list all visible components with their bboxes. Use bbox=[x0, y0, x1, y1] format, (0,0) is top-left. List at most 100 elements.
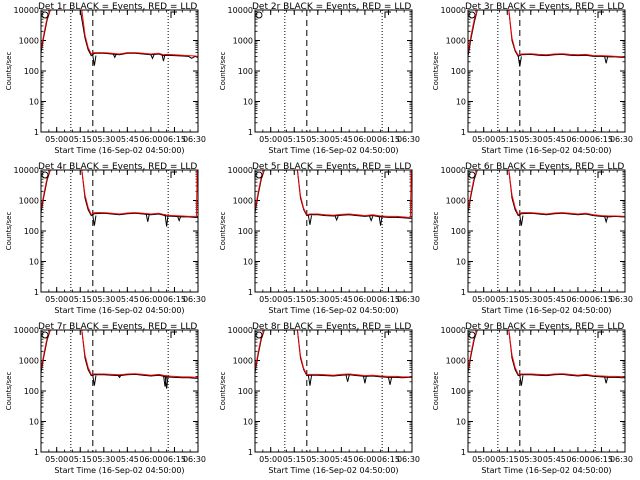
x-tick-label: 05:45 bbox=[543, 295, 566, 304]
end-marker bbox=[170, 171, 177, 178]
series-events-line bbox=[41, 330, 198, 379]
x-tick-label: 06:00 bbox=[139, 135, 162, 144]
y-tick-label: 1 bbox=[248, 448, 253, 457]
chart-title: Det 6r BLACK = Events, RED = LLD bbox=[465, 162, 624, 172]
x-tick-label: 05:45 bbox=[116, 135, 139, 144]
x-tick-label: 06:30 bbox=[397, 295, 420, 304]
x-tick-label: 05:45 bbox=[116, 295, 139, 304]
y-tick-label: 10 bbox=[243, 258, 253, 267]
x-tick-label: 05:15 bbox=[283, 295, 306, 304]
series-group bbox=[255, 330, 412, 386]
series-events-line bbox=[41, 10, 198, 59]
series-group bbox=[41, 330, 198, 389]
y-tick-label: 100 bbox=[24, 67, 39, 76]
start-marker bbox=[468, 11, 476, 19]
y-tick-label: 10 bbox=[456, 98, 466, 107]
chart-title: Det 5r BLACK = Events, RED = LLD bbox=[252, 162, 411, 172]
x-tick-label: 05:45 bbox=[543, 135, 566, 144]
x-tick-label: 05:45 bbox=[116, 455, 139, 464]
x-tick-label: 06:15 bbox=[163, 135, 186, 144]
plot-frame bbox=[467, 329, 626, 453]
end-marker bbox=[384, 11, 391, 18]
plot-frame bbox=[254, 9, 413, 133]
series-dip bbox=[164, 213, 169, 227]
x-tick-label: 05:00 bbox=[45, 295, 68, 304]
series-dip bbox=[145, 213, 150, 222]
y-tick-label: 1 bbox=[461, 288, 466, 297]
plot-frame bbox=[467, 9, 626, 133]
x-tick-label: 05:15 bbox=[283, 455, 306, 464]
series-dip bbox=[334, 215, 339, 222]
y-tick-label: 100 bbox=[451, 387, 466, 396]
x-tick-label: 06:00 bbox=[566, 455, 589, 464]
x-tick-label: 06:00 bbox=[139, 455, 162, 464]
y-axis-label: Counts/sec bbox=[5, 372, 13, 411]
y-axis-label: Counts/sec bbox=[432, 372, 440, 411]
start-marker bbox=[468, 171, 476, 179]
y-tick-label: 10 bbox=[456, 418, 466, 427]
x-tick-label: 05:00 bbox=[472, 455, 495, 464]
x-tick-label: 06:30 bbox=[610, 295, 633, 304]
x-tick-label: 06:15 bbox=[377, 455, 400, 464]
chart-panel-3: Det 3r BLACK = Events, RED = LLD Counts/s… bbox=[432, 2, 633, 155]
series-group bbox=[41, 170, 198, 227]
y-tick-label: 100 bbox=[451, 67, 466, 76]
y-tick-label: 100 bbox=[238, 387, 253, 396]
y-tick-label: 1 bbox=[248, 128, 253, 137]
x-axis-label: Start Time (16-Sep-02 04:50:00) bbox=[481, 466, 611, 475]
x-axis-label: Start Time (16-Sep-02 04:50:00) bbox=[481, 306, 611, 315]
series-group bbox=[468, 10, 625, 67]
x-tick-label: 05:00 bbox=[472, 135, 495, 144]
plot-frame bbox=[40, 9, 199, 133]
x-tick-label: 06:30 bbox=[183, 135, 206, 144]
y-axis-label: Counts/sec bbox=[219, 372, 227, 411]
y-tick-label: 1000 bbox=[233, 357, 253, 366]
x-tick-label: 06:30 bbox=[610, 455, 633, 464]
chart-panel-7: Det 7r BLACK = Events, RED = LLD Counts/s… bbox=[5, 322, 206, 475]
plot-frame bbox=[40, 169, 199, 293]
y-tick-label: 100 bbox=[451, 227, 466, 236]
series-dip bbox=[362, 375, 367, 384]
x-tick-label: 05:30 bbox=[519, 135, 542, 144]
end-marker bbox=[384, 171, 391, 178]
x-axis-label: Start Time (16-Sep-02 04:50:00) bbox=[268, 146, 398, 155]
x-tick-label: 06:00 bbox=[353, 295, 376, 304]
chart-title: Det 1r BLACK = Events, RED = LLD bbox=[38, 2, 197, 12]
y-tick-label: 1000 bbox=[233, 197, 253, 206]
x-tick-label: 06:30 bbox=[610, 135, 633, 144]
x-tick-label: 05:15 bbox=[496, 135, 519, 144]
x-tick-label: 06:00 bbox=[353, 455, 376, 464]
x-tick-label: 05:15 bbox=[69, 455, 92, 464]
y-tick-label: 10000 bbox=[441, 326, 466, 335]
end-marker bbox=[384, 331, 391, 338]
y-axis-label: Counts/sec bbox=[432, 212, 440, 251]
end-marker bbox=[597, 11, 604, 18]
x-tick-label: 05:30 bbox=[519, 295, 542, 304]
y-tick-label: 10000 bbox=[228, 326, 253, 335]
plot-frame bbox=[254, 329, 413, 453]
x-tick-label: 06:15 bbox=[163, 295, 186, 304]
x-tick-label: 05:00 bbox=[45, 455, 68, 464]
y-tick-label: 10 bbox=[29, 98, 39, 107]
chart-title: Det 4r BLACK = Events, RED = LLD bbox=[38, 162, 197, 172]
start-marker bbox=[41, 171, 49, 179]
y-tick-label: 10000 bbox=[228, 6, 253, 15]
x-tick-label: 05:45 bbox=[330, 455, 353, 464]
x-tick-label: 05:30 bbox=[306, 295, 329, 304]
series-group bbox=[468, 330, 625, 386]
chart-title: Det 7r BLACK = Events, RED = LLD bbox=[38, 322, 197, 332]
start-marker bbox=[468, 331, 476, 339]
series-lld-line bbox=[41, 330, 198, 378]
series-dip bbox=[117, 374, 122, 379]
series-events-line bbox=[41, 170, 198, 218]
plot-frame bbox=[254, 169, 413, 293]
chart-title: Det 2r BLACK = Events, RED = LLD bbox=[252, 2, 411, 12]
y-tick-label: 10000 bbox=[228, 166, 253, 175]
series-dip bbox=[604, 216, 609, 224]
series-events-line bbox=[468, 330, 625, 379]
start-marker bbox=[255, 331, 263, 339]
x-tick-label: 06:30 bbox=[183, 295, 206, 304]
y-axis-label: Counts/sec bbox=[219, 52, 227, 91]
x-tick-label: 06:30 bbox=[183, 455, 206, 464]
series-dip bbox=[164, 375, 169, 389]
